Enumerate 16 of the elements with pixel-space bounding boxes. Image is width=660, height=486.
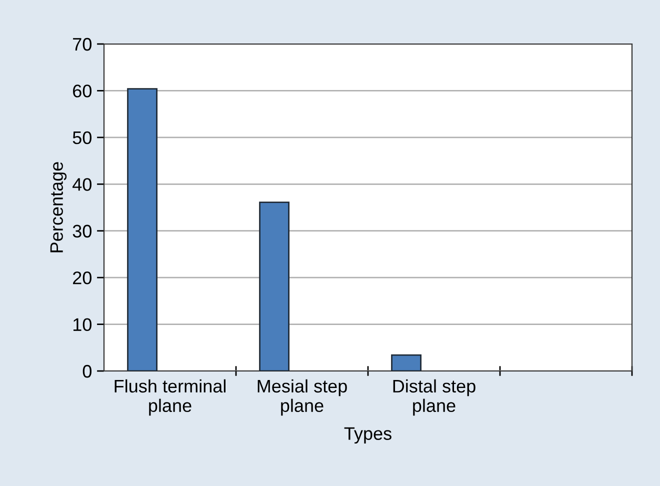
y-tick-label: 10 — [73, 318, 92, 332]
y-tick-label: 60 — [73, 84, 92, 98]
y-tick-label: 0 — [82, 364, 92, 378]
bar — [127, 88, 158, 371]
y-tick-label: 70 — [73, 38, 92, 51]
x-tick-label: Flush terminal plane — [114, 379, 226, 416]
y-tick-label: 30 — [72, 224, 92, 238]
x-axis-title: Types — [344, 427, 392, 444]
bar — [259, 202, 290, 371]
bar — [391, 354, 422, 371]
y-tick-label: 50 — [72, 131, 92, 144]
x-tick-label: Distal step plane — [393, 379, 476, 416]
y-axis-title: Percentage — [50, 162, 67, 252]
x-tick-label: Mesial step plane — [258, 379, 347, 416]
y-tick-label: 20 — [73, 272, 92, 284]
y-tick-label: 40 — [72, 178, 92, 191]
